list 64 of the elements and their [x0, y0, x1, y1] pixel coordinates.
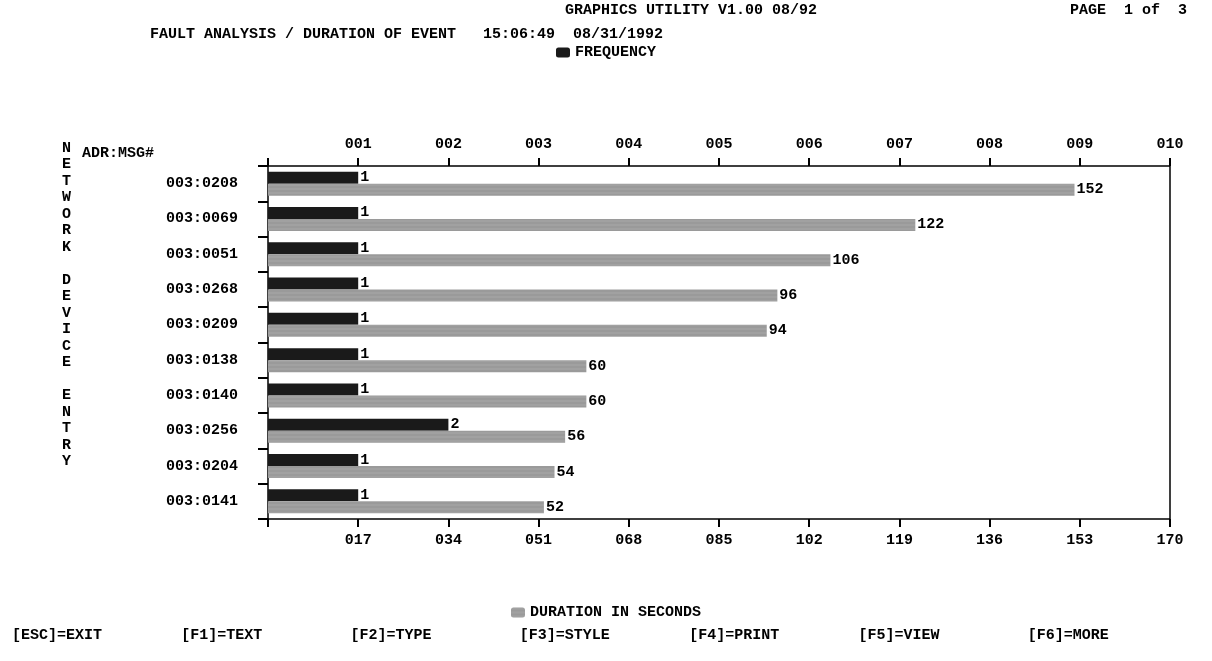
x-tick-label: 051	[525, 532, 553, 549]
y-tick-label: 003:0138	[165, 351, 238, 369]
x-tick-label: 119	[885, 532, 913, 549]
x-tick-label: 085	[705, 532, 733, 549]
text: GRAPHICS UTILITY V1.00 08/92	[565, 2, 818, 19]
data-label: 1	[360, 451, 370, 469]
data-label: 122	[917, 216, 945, 234]
x2-tick-label: 004	[615, 136, 643, 153]
text: [F4]=PRINT	[689, 627, 780, 644]
data-label: 1	[360, 310, 370, 328]
x2-tick-label: 010	[1156, 136, 1184, 153]
y-tick-label: 003:0141	[165, 492, 238, 510]
data-label: 1	[360, 204, 370, 222]
text: [F3]=STYLE	[519, 627, 610, 644]
data-label: 106	[832, 251, 860, 269]
data-label: 2	[450, 416, 460, 434]
legend-label: FREQUENCY	[574, 44, 657, 61]
x-tick-label: 034	[434, 532, 462, 549]
data-label: 1	[360, 169, 370, 187]
data-label: 152	[1076, 181, 1104, 199]
data-label: 1	[360, 345, 370, 363]
y-tick-label: 003:0051	[165, 245, 238, 263]
x-tick-label: 102	[795, 532, 823, 549]
chart-title: FAULT ANALYSIS / DURATION OF EVENT 15:06:49 08/31/1992	[150, 26, 664, 43]
x2-tick-label: 005	[705, 136, 733, 153]
text: [F1]=TEXT	[181, 627, 263, 644]
y-tick-label: 003:0204	[165, 457, 238, 475]
x2-tick-label: 001	[344, 136, 372, 153]
x-tick-label: 153	[1066, 532, 1094, 549]
text: [F2]=TYPE	[350, 627, 432, 644]
data-label: 96	[779, 287, 798, 305]
x2-tick-label: 008	[976, 136, 1004, 153]
x-tick-label: 068	[615, 532, 643, 549]
data-label: 1	[360, 239, 370, 257]
x-tick-label: 170	[1156, 532, 1184, 549]
x2-tick-label: 002	[434, 136, 462, 153]
text: [ESC]=EXIT	[12, 627, 103, 644]
data-label: 1	[360, 486, 370, 504]
data-label: 54	[556, 463, 575, 481]
data-label: 60	[588, 392, 607, 410]
data-label: 1	[360, 275, 370, 293]
data-label: 1	[360, 380, 370, 398]
x2-tick-label: 007	[885, 136, 913, 153]
x2-tick-label: 003	[525, 136, 553, 153]
text: [F6]=MORE	[1027, 627, 1109, 644]
text: [F5]=VIEW	[858, 627, 940, 644]
data-label: 52	[545, 498, 564, 516]
text: ADR:MSG#	[82, 145, 155, 162]
y-tick-label: 003:0256	[165, 422, 238, 440]
x2-tick-label: 006	[795, 136, 823, 153]
text: PAGE 1 of 3	[1070, 2, 1188, 19]
data-label: 56	[567, 428, 586, 446]
y-tick-label: 003:0140	[165, 386, 238, 404]
data-label: 60	[588, 357, 607, 375]
y-tick-label: 003:0209	[165, 316, 238, 334]
x-tick-label: 136	[976, 532, 1004, 549]
y-tick-label: 003:0069	[165, 210, 238, 228]
y-tick-label: 003:0268	[165, 281, 238, 299]
x-tick-label: 017	[344, 532, 372, 549]
text: NETWORK DEVICE ENTRY	[61, 139, 72, 471]
legend-label: DURATION IN SECONDS	[529, 604, 702, 621]
x2-tick-label: 009	[1066, 136, 1094, 153]
y-tick-label: 003:0208	[165, 175, 238, 193]
data-label: 94	[768, 322, 787, 340]
